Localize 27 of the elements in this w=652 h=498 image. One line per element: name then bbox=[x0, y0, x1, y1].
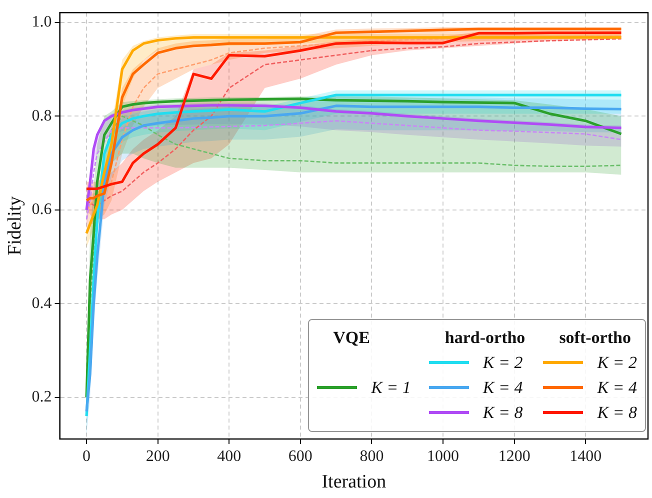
y-axis-title: Fidelity bbox=[4, 196, 26, 256]
y-tick-label: 0.2 bbox=[32, 388, 52, 406]
y-tick-label: 0.6 bbox=[32, 201, 52, 218]
x-tick-label: 400 bbox=[217, 448, 242, 465]
x-tick-label: 200 bbox=[146, 448, 170, 465]
legend-label: K = 2 bbox=[482, 352, 523, 372]
legend-label: K = 1 bbox=[371, 378, 411, 398]
legend-label: K = 2 bbox=[597, 352, 637, 372]
y-tick-label: 0.8 bbox=[32, 107, 52, 124]
y-tick-label: 1.0 bbox=[32, 14, 52, 31]
line-series bbox=[89, 115, 622, 304]
y-tick-label: 0.4 bbox=[32, 294, 52, 312]
text: VQE bbox=[333, 328, 370, 347]
x-tick-label: 600 bbox=[288, 448, 312, 465]
legend-label: K = 4 bbox=[597, 378, 637, 398]
text: soft-ortho bbox=[559, 328, 631, 347]
legend-label: K = 8 bbox=[597, 402, 637, 422]
legend-label: K = 8 bbox=[482, 402, 523, 422]
x-tick-label: 0 bbox=[82, 448, 91, 465]
x-axis-title: Iteration bbox=[322, 472, 387, 493]
line-series bbox=[86, 120, 622, 220]
legend-label: K = 4 bbox=[482, 378, 523, 398]
x-tick-label: 1200 bbox=[498, 448, 530, 465]
x-tick-label: 1400 bbox=[570, 448, 602, 465]
text: hard-ortho bbox=[444, 328, 526, 347]
x-tick-label: 1000 bbox=[427, 448, 460, 465]
x-tick-label: 800 bbox=[360, 448, 384, 465]
